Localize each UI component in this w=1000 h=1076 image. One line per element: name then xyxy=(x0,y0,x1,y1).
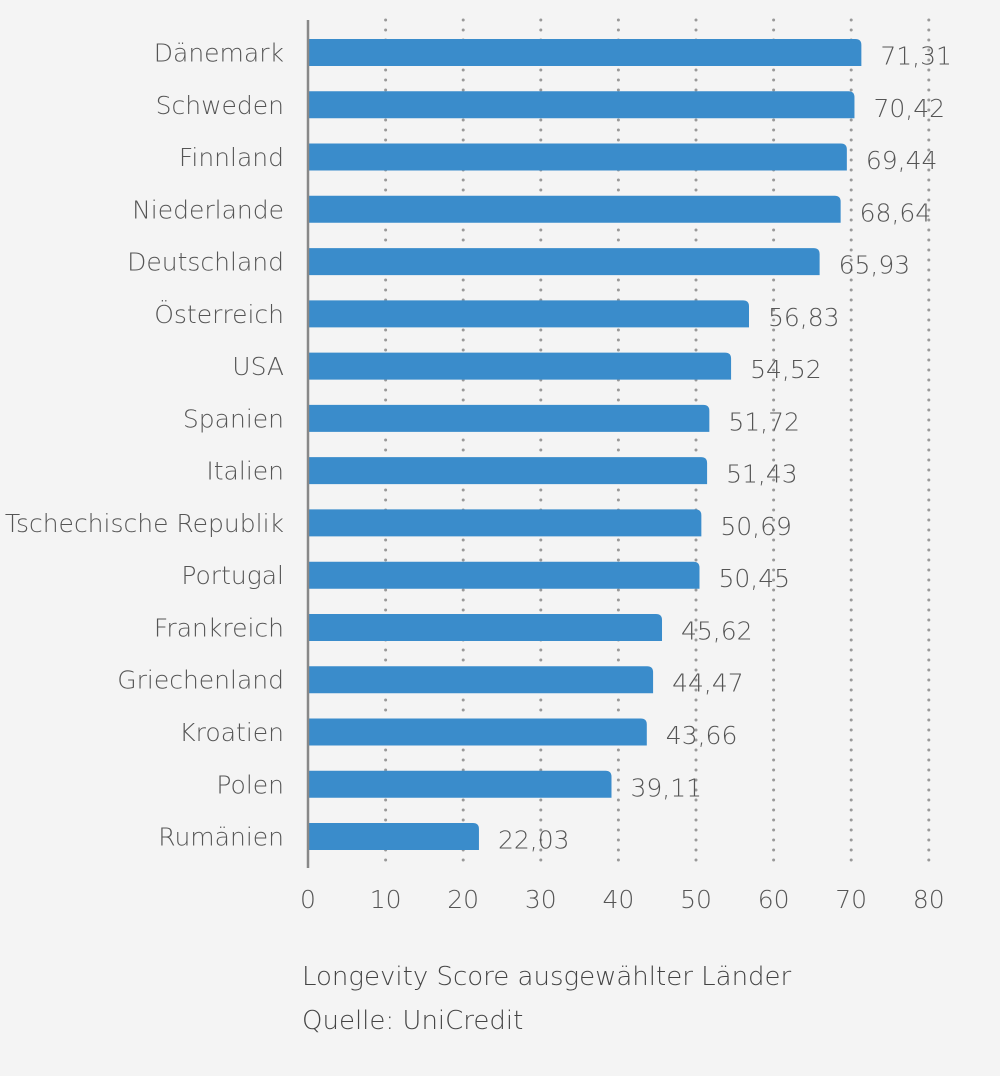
category-label: Dänemark xyxy=(154,39,284,68)
bar xyxy=(308,457,708,485)
category-label: Tschechische Republik xyxy=(5,509,284,538)
data-label: 45,62 xyxy=(681,616,753,645)
data-label: 22,03 xyxy=(498,826,570,855)
bar-chart: Dänemark 71,31 Schweden 70,42 Finnland 69,44 N… xyxy=(5,18,952,914)
category-label: Österreich xyxy=(154,299,284,329)
bar xyxy=(308,770,612,798)
x-tick-label: 30 xyxy=(525,885,557,914)
bar xyxy=(308,666,654,694)
data-label: 51,72 xyxy=(728,407,800,436)
data-label: 54,52 xyxy=(750,355,822,384)
category-label: Rumänien xyxy=(158,823,284,852)
bar xyxy=(308,248,820,276)
x-tick-label: 20 xyxy=(447,885,479,914)
bar xyxy=(308,300,750,328)
category-label: Griechenland xyxy=(117,666,284,695)
data-label: 50,69 xyxy=(720,512,792,541)
category-label: Portugal xyxy=(181,561,284,590)
category-label: Polen xyxy=(216,770,284,799)
category-label: Finnland xyxy=(179,143,284,172)
bar xyxy=(308,561,700,589)
data-label: 71,31 xyxy=(880,42,952,71)
category-label: Italien xyxy=(206,457,284,486)
bar xyxy=(308,404,710,432)
chart-source: Quelle: UniCredit xyxy=(302,1006,524,1036)
x-tick-label: 60 xyxy=(758,885,790,914)
data-label: 50,45 xyxy=(718,564,790,593)
category-label: Deutschland xyxy=(127,248,284,277)
data-label: 44,47 xyxy=(672,669,744,698)
bar xyxy=(308,39,862,66)
x-tick-label: 40 xyxy=(602,885,634,914)
data-label: 43,66 xyxy=(666,721,738,750)
category-label: USA xyxy=(232,352,284,381)
data-label: 68,64 xyxy=(860,198,932,227)
bar xyxy=(308,823,479,851)
bar xyxy=(308,195,841,223)
x-tick-label: 0 xyxy=(300,885,316,914)
data-label: 51,43 xyxy=(726,460,798,489)
category-label: Frankreich xyxy=(154,613,284,642)
bar xyxy=(308,509,702,537)
x-tick-label: 10 xyxy=(370,885,402,914)
x-tick-label: 80 xyxy=(913,885,945,914)
data-label: 39,11 xyxy=(630,773,702,802)
bar xyxy=(308,91,855,119)
bar xyxy=(308,718,647,746)
bar xyxy=(308,613,663,641)
bar xyxy=(308,143,847,171)
data-label: 56,83 xyxy=(768,303,840,332)
chart-caption: Longevity Score ausgewählter Länder xyxy=(302,962,792,992)
x-tick-label: 50 xyxy=(680,885,712,914)
category-label: Niederlande xyxy=(132,195,284,224)
category-label: Kroatien xyxy=(179,718,284,747)
bar xyxy=(308,352,732,380)
data-label: 70,42 xyxy=(873,94,945,123)
category-label: Schweden xyxy=(156,91,284,120)
category-label: Spanien xyxy=(183,404,284,433)
x-tick-label: 70 xyxy=(835,885,867,914)
data-label: 65,93 xyxy=(839,251,911,280)
data-label: 69,44 xyxy=(866,146,938,175)
